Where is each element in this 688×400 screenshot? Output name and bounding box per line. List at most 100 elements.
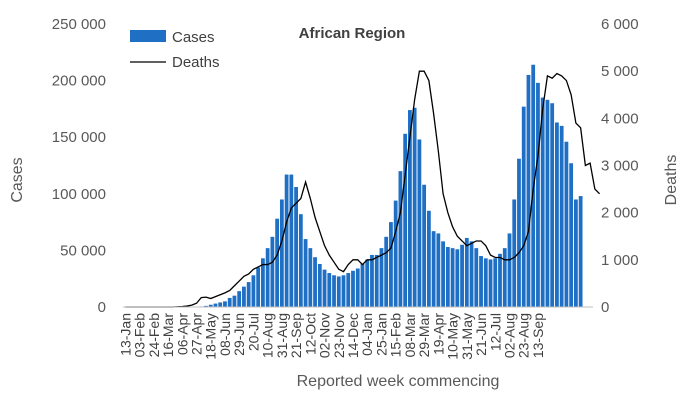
x-tick-label: 29-Mar bbox=[416, 313, 432, 358]
cases-bar bbox=[365, 259, 370, 307]
cases-bar bbox=[398, 171, 403, 307]
y2-axis-ticks: 0 1 000 2 000 3 000 4 000 5 000 6 000 bbox=[601, 16, 639, 316]
cases-bar bbox=[507, 233, 512, 307]
legend-cases-label: Cases bbox=[172, 29, 215, 46]
cases-bar bbox=[550, 103, 555, 308]
cases-bar bbox=[517, 158, 521, 307]
legend: Cases Deaths bbox=[130, 29, 220, 71]
cases-bar bbox=[317, 263, 322, 307]
cases-bar bbox=[479, 256, 483, 307]
x-tick-label: 31-May bbox=[459, 313, 475, 360]
x-tick-label: 29-Jun bbox=[231, 313, 247, 356]
y-axis-title: Cases bbox=[9, 157, 26, 202]
cases-bar bbox=[512, 199, 517, 307]
cases-bar bbox=[431, 231, 436, 307]
deaths-line bbox=[125, 70, 601, 308]
x-tick-label: 10-May bbox=[445, 313, 461, 360]
cases-bar bbox=[360, 263, 365, 307]
x-tick-label: 21-Jun bbox=[473, 313, 489, 356]
y2-tick-label: 0 bbox=[601, 299, 609, 316]
cases-bar bbox=[569, 163, 574, 307]
cases-bar bbox=[327, 273, 332, 307]
y-tick-label: 200 000 bbox=[52, 73, 106, 90]
x-tick-label: 20-Jul bbox=[245, 313, 261, 351]
cases-bar bbox=[469, 241, 474, 307]
x-tick-label: 10-Aug bbox=[260, 313, 276, 358]
cases-bar bbox=[460, 244, 464, 307]
x-axis-title: Reported week commencing bbox=[297, 373, 500, 390]
cases-bar bbox=[559, 125, 564, 307]
x-tick-label: 12-Oct bbox=[302, 313, 318, 355]
x-tick-label: 23-Nov bbox=[331, 313, 347, 358]
x-tick-label: 18-May bbox=[203, 313, 219, 360]
y-tick-label: 100 000 bbox=[52, 186, 106, 203]
cases-bar bbox=[498, 253, 502, 307]
cases-bar bbox=[270, 236, 275, 307]
x-tick-label: 02-Nov bbox=[317, 313, 333, 358]
cases-bar bbox=[351, 270, 355, 307]
cases-bar bbox=[237, 291, 242, 307]
y-tick-label: 0 bbox=[98, 299, 106, 316]
cases-bar bbox=[493, 258, 498, 307]
cases-bar bbox=[540, 97, 545, 307]
cases-bar bbox=[445, 247, 450, 307]
cases-bar bbox=[379, 248, 384, 307]
cases-bar bbox=[279, 199, 284, 307]
cases-bar bbox=[313, 257, 317, 307]
cases-bar bbox=[223, 301, 227, 307]
cases-bar bbox=[545, 99, 550, 307]
cases-bar bbox=[374, 254, 379, 307]
cases-bar bbox=[303, 239, 308, 307]
cases-bar bbox=[242, 286, 246, 307]
cases-bar bbox=[464, 237, 469, 307]
cases-bar bbox=[450, 248, 455, 307]
cases-bar bbox=[251, 275, 256, 307]
x-tick-label: 27-Apr bbox=[189, 313, 205, 355]
y-tick-label: 150 000 bbox=[52, 129, 106, 146]
cases-bar bbox=[308, 248, 313, 307]
x-tick-label: 08-Mar bbox=[402, 313, 418, 358]
cases-bar bbox=[355, 268, 360, 307]
cases-bar bbox=[322, 269, 327, 307]
x-tick-label: 25-Jan bbox=[373, 313, 389, 356]
cases-bar bbox=[341, 275, 346, 307]
cases-bar bbox=[218, 302, 223, 307]
cases-bar bbox=[573, 199, 578, 307]
y2-tick-label: 5 000 bbox=[601, 63, 639, 80]
cases-bar bbox=[384, 236, 389, 307]
y-tick-label: 50 000 bbox=[60, 242, 106, 259]
cases-bar bbox=[412, 107, 417, 308]
cases-bar bbox=[536, 82, 540, 307]
cases-bar bbox=[284, 174, 289, 307]
cases-bar bbox=[436, 233, 441, 307]
cases-bar bbox=[336, 276, 341, 307]
cases-bar bbox=[208, 304, 213, 307]
cases-bar bbox=[502, 248, 507, 307]
x-tick-label: 08-Jun bbox=[217, 313, 233, 356]
cases-bar bbox=[294, 187, 298, 307]
x-tick-label: 16-Mar bbox=[160, 313, 176, 358]
y2-tick-label: 6 000 bbox=[601, 16, 639, 33]
cases-bar bbox=[261, 258, 265, 307]
x-tick-label: 12-Jul bbox=[487, 313, 503, 351]
x-tick-label: 04-Jan bbox=[359, 313, 375, 356]
cases-bar bbox=[578, 196, 583, 307]
cases-bar bbox=[422, 184, 427, 307]
x-tick-label: 15-Feb bbox=[388, 313, 404, 358]
y2-tick-label: 1 000 bbox=[601, 252, 639, 269]
cases-bar bbox=[275, 218, 280, 307]
cases-bar bbox=[564, 141, 569, 307]
x-tick-label: 13-Jan bbox=[117, 313, 133, 356]
x-tick-label: 19-Apr bbox=[430, 313, 446, 355]
legend-deaths-label: Deaths bbox=[172, 54, 220, 71]
cases-bar bbox=[474, 248, 479, 307]
y2-axis-title: Deaths bbox=[663, 155, 680, 206]
cases-bar bbox=[298, 214, 303, 307]
cases-bar bbox=[332, 275, 336, 307]
cases-bar bbox=[426, 210, 431, 307]
cases-bar bbox=[370, 254, 374, 307]
cases-bar bbox=[403, 133, 408, 307]
cases-bar bbox=[246, 282, 251, 307]
cases-bar bbox=[483, 258, 488, 307]
cases-bar bbox=[555, 122, 559, 307]
